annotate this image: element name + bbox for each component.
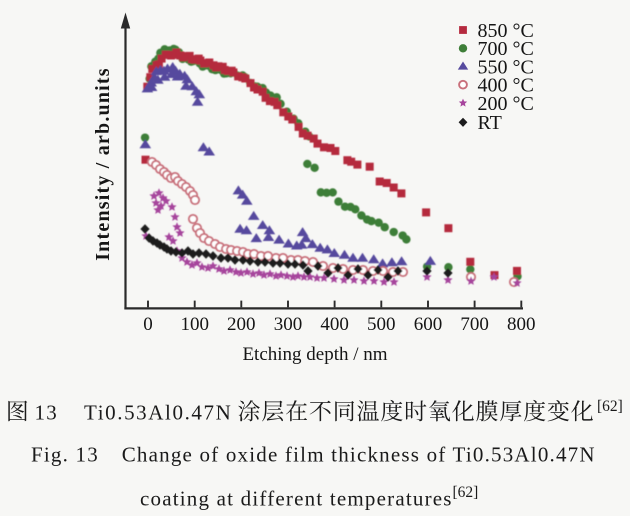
svg-text:100: 100 — [180, 314, 209, 335]
svg-text:Intensity / arb.units: Intensity / arb.units — [92, 67, 114, 261]
svg-text:400: 400 — [320, 314, 349, 335]
svg-text:200: 200 — [227, 314, 256, 335]
svg-text:300: 300 — [274, 314, 303, 335]
svg-text:200 °C: 200 °C — [478, 93, 534, 115]
svg-text:600: 600 — [414, 314, 443, 335]
svg-text:500: 500 — [367, 314, 396, 335]
svg-text:13: 13 — [35, 401, 58, 425]
svg-text:coating at different temperatu: coating at different temperatures — [140, 487, 453, 511]
svg-text:Etching depth / nm: Etching depth / nm — [242, 344, 387, 365]
svg-text:700: 700 — [460, 314, 489, 335]
svg-text:[62]: [62] — [453, 484, 479, 501]
svg-text:700 °C: 700 °C — [478, 38, 534, 60]
svg-text:550 °C: 550 °C — [478, 56, 534, 78]
svg-text:800: 800 — [507, 314, 536, 335]
svg-text:400 °C: 400 °C — [478, 75, 534, 97]
svg-text:0: 0 — [143, 314, 153, 335]
svg-text:Ti0.53Al0.47N: Ti0.53Al0.47N — [84, 401, 232, 425]
svg-text:RT: RT — [478, 112, 502, 134]
svg-text:Change of oxide film thickness: Change of oxide film thickness of Ti0.53… — [122, 443, 596, 467]
svg-text:Fig. 13: Fig. 13 — [31, 443, 99, 467]
svg-text:850 °C: 850 °C — [478, 20, 534, 42]
svg-text:[62]: [62] — [597, 398, 623, 415]
